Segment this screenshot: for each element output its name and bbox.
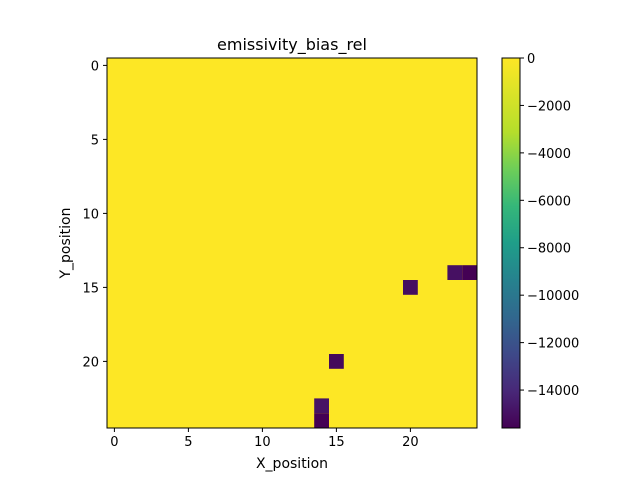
heatmap-cell xyxy=(314,398,329,414)
colorbar-tick-label: −10000 xyxy=(527,289,579,304)
heatmap-cell xyxy=(403,280,418,295)
colorbar-tick-label: −8000 xyxy=(527,242,571,257)
heatmap-area xyxy=(106,57,478,429)
colorbar-tick-label: −6000 xyxy=(527,194,571,209)
y-tick-label: 20 xyxy=(82,355,99,370)
y-tick-label: 5 xyxy=(91,133,99,148)
x-axis-label: X_position xyxy=(256,456,328,472)
chart-title: emissivity_bias_rel xyxy=(217,35,367,55)
heatmap-cell xyxy=(329,354,344,369)
x-axis: 0 5 10 15 20 xyxy=(110,428,419,450)
heatmap-cell xyxy=(462,265,477,280)
colorbar-ticks: 0 −2000 −4000 −6000 −8000 −10000 −12000 −14000 xyxy=(520,52,579,399)
x-tick-label: 5 xyxy=(184,435,192,450)
x-tick-label: 10 xyxy=(254,435,271,450)
heatmap-background xyxy=(107,58,477,428)
y-tick-label: 15 xyxy=(82,281,99,296)
y-tick-label: 0 xyxy=(91,59,99,74)
colorbar: 0 −2000 −4000 −6000 −8000 −10000 −12000 −14000 xyxy=(501,52,579,429)
colorbar-tick-label: 0 xyxy=(527,52,535,67)
x-tick-label: 0 xyxy=(110,435,118,450)
colorbar-tick-label: −2000 xyxy=(527,99,571,114)
y-tick-label: 10 xyxy=(82,207,99,222)
colorbar-tick-label: −4000 xyxy=(527,147,571,162)
heatmap-cell xyxy=(314,413,329,428)
anomaly-cells xyxy=(314,265,477,428)
colorbar-tick-label: −12000 xyxy=(527,337,579,352)
colorbar-tick-label: −14000 xyxy=(527,384,579,399)
colorbar-gradient xyxy=(501,57,521,429)
plot-frame xyxy=(106,57,478,429)
x-tick-label: 20 xyxy=(402,435,419,450)
x-tick-label: 15 xyxy=(328,435,345,450)
y-axis-label: Y_position xyxy=(58,207,74,279)
y-axis: 0 5 10 15 20 xyxy=(82,59,107,370)
heatmap-cell xyxy=(447,265,463,280)
